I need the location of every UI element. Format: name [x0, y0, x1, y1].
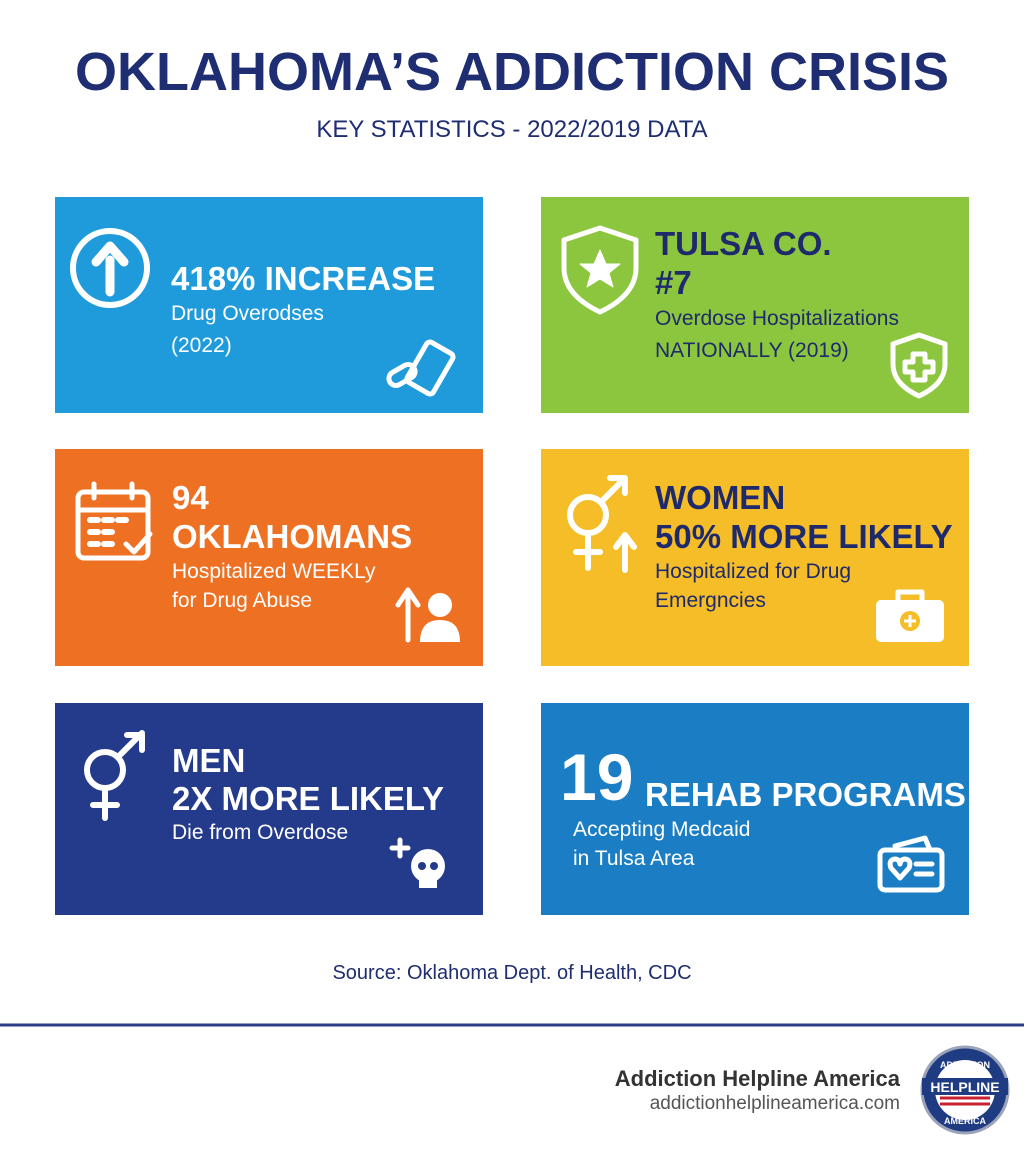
calendar-icon [75, 481, 153, 561]
medkit-icon [876, 589, 944, 642]
card-detail: Die from Overdose [172, 821, 348, 844]
shield-cross-icon [890, 332, 948, 399]
card-headline: 418% INCREASE [171, 260, 435, 297]
card-detail: for Drug Abuse [172, 589, 312, 612]
card-headline: 19 [560, 740, 633, 814]
url: addictionhelplineamerica.com [650, 1093, 900, 1114]
gender-icon [84, 730, 145, 821]
logo-text: HELPLINE [930, 1079, 999, 1095]
card-detail: Emergncies [655, 589, 766, 612]
brand: Addiction Helpline America [615, 1066, 901, 1091]
logo-banner [922, 1078, 1008, 1095]
card-headline: TULSA CO. [655, 225, 832, 262]
card-headline: REHAB PROGRAMS [645, 776, 966, 813]
card-bg [541, 703, 969, 915]
card-detail: Drug Overodses [171, 302, 324, 325]
card-headline: MEN [172, 742, 245, 779]
card-headline: #7 [655, 264, 692, 301]
person-up-icon [395, 587, 460, 643]
source: Source: Oklahoma Dept. of Health, CDC [332, 962, 691, 984]
title: OKLAHOMA’S ADDICTION CRISIS [75, 42, 949, 102]
up-arrow-icon [70, 228, 150, 308]
logo: ADDICTION HELPLINE AMERICA [920, 1045, 1010, 1135]
card-detail: Overdose Hospitalizations [655, 307, 899, 330]
card-headline: OKLAHOMANS [172, 518, 412, 555]
card: 418% INCREASE Drug Overodses (2022) [55, 197, 483, 413]
card-detail: Accepting Medcaid [573, 818, 750, 841]
logo-text: AMERICA [944, 1116, 986, 1126]
card: MEN 2X MORE LIKELY Die from Overdose [55, 703, 483, 915]
card-headline: 50% MORE LIKELY [655, 518, 953, 555]
card-headline: 2X MORE LIKELY [172, 780, 444, 817]
shield-star-icon [561, 225, 639, 315]
card: 19 REHAB PROGRAMS Accepting Medcaid in T… [541, 703, 969, 915]
card-detail: in Tulsa Area [573, 847, 695, 870]
card-bg [55, 703, 483, 915]
card: 94 OKLAHOMANS Hospitalized WEEKLy for Dr… [55, 449, 483, 666]
card-detail: (2022) [171, 334, 232, 357]
card: TULSA CO. #7 Overdose Hospitalizations N… [541, 197, 969, 413]
skull-icon [389, 837, 445, 888]
pills-icon [386, 339, 456, 397]
card-headline: WOMEN [655, 479, 785, 516]
card-headline: 94 [172, 479, 209, 516]
logo-text: ADDICTION [940, 1060, 990, 1070]
card: WOMEN 50% MORE LIKELY Hospitalized for D… [541, 449, 969, 666]
subtitle: KEY STATISTICS - 2022/2019 DATA [316, 116, 707, 143]
card-heart-icon [877, 835, 945, 893]
gender-icon [567, 475, 637, 573]
card-detail: Hospitalized WEEKLy [172, 560, 376, 583]
card-detail: NATIONALLY (2019) [655, 339, 849, 362]
card-detail: Hospitalized for Drug [655, 560, 851, 583]
logo-stripes [940, 1096, 990, 1106]
